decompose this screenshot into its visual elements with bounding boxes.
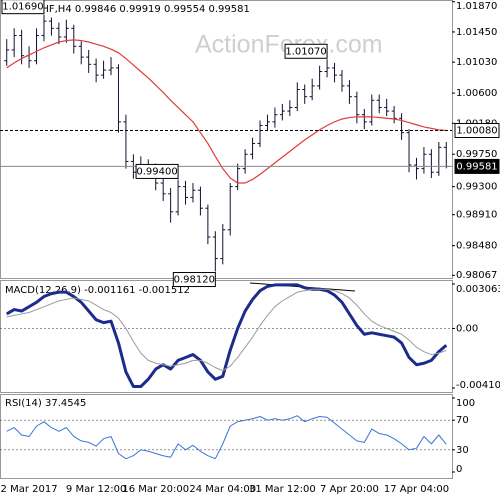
y-tick-label: 0.003063 — [456, 284, 500, 295]
annotation-label: 1.01690 — [2, 2, 43, 13]
annotation-box — [284, 43, 328, 59]
y-tick-label: 1.01870 — [456, 1, 497, 12]
x-tick-label: 2 Mar 2017 — [1, 484, 58, 495]
indicator-line — [6, 415, 447, 460]
y-tick-label: 70 — [456, 415, 469, 426]
annotation-label: 0.98120 — [174, 275, 215, 286]
y-tick-label: 30 — [456, 445, 469, 456]
x-tick-label: 7 Apr 20:00 — [320, 484, 379, 495]
annotation-label: 1.01070 — [285, 46, 326, 57]
y-tick-label: 0 — [456, 464, 462, 475]
x-tick-label: 9 Mar 12:00 — [66, 484, 126, 495]
y-tick-label: 100 — [456, 398, 475, 409]
rsi-title: RSI(14) — [5, 398, 42, 409]
y-tick-label: 0.99300 — [456, 182, 497, 193]
y-tick-label: 0.98910 — [456, 210, 497, 221]
level-box — [454, 158, 500, 174]
rsi-header: RSI(14) 37.4545 — [5, 398, 86, 409]
macd-value: -0.001161 — [84, 285, 135, 296]
y-tick-label: 1.01450 — [456, 27, 497, 38]
open: 0.99846 — [75, 4, 116, 15]
y-tick-label: 0.98480 — [456, 241, 497, 252]
y-tick-label: 0.00 — [456, 323, 478, 334]
y-tick-label: 0.98067 — [456, 270, 497, 281]
high: 0.99919 — [119, 4, 160, 15]
x-tick-label: 17 Apr 04:00 — [384, 484, 449, 495]
header: USDCHF,H4 0.99846 0.99919 0.99554 0.9958… — [13, 4, 250, 15]
close: 0.99581 — [209, 4, 250, 15]
x-tick-label: 31 Mar 12:00 — [249, 484, 316, 495]
signal-value: -0.001512 — [139, 285, 190, 296]
level-box — [454, 123, 500, 139]
annotation-box — [1, 0, 45, 15]
x-tick-label: 16 Mar 20:00 — [122, 484, 189, 495]
moving-average — [6, 39, 447, 184]
indicator-line — [5, 283, 448, 388]
price-panel — [0, 0, 453, 279]
y-tick-label: -0.004104 — [456, 380, 500, 391]
level-label: 0.99581 — [456, 161, 497, 172]
annotation-box — [172, 272, 216, 288]
macd-panel — [0, 280, 453, 393]
annotation-label: 0.99400 — [136, 166, 177, 177]
y-tick-label: 0.99750 — [456, 149, 497, 160]
rsi-panel — [0, 394, 453, 479]
macd-title: MACD(12,26,9) — [5, 285, 81, 296]
level-label: 1.00080 — [456, 126, 497, 137]
macd-header: MACD(12,26,9) -0.001161 -0.001512 — [5, 285, 190, 296]
indicator-line — [6, 288, 447, 372]
y-tick-label: 1.01030 — [456, 57, 497, 68]
rsi-value: 37.4545 — [45, 398, 86, 409]
y-tick-label: 1.00600 — [456, 88, 497, 99]
annotation-box — [135, 163, 179, 179]
low: 0.99554 — [164, 4, 205, 15]
x-tick-label: 24 Mar 04:00 — [189, 484, 256, 495]
